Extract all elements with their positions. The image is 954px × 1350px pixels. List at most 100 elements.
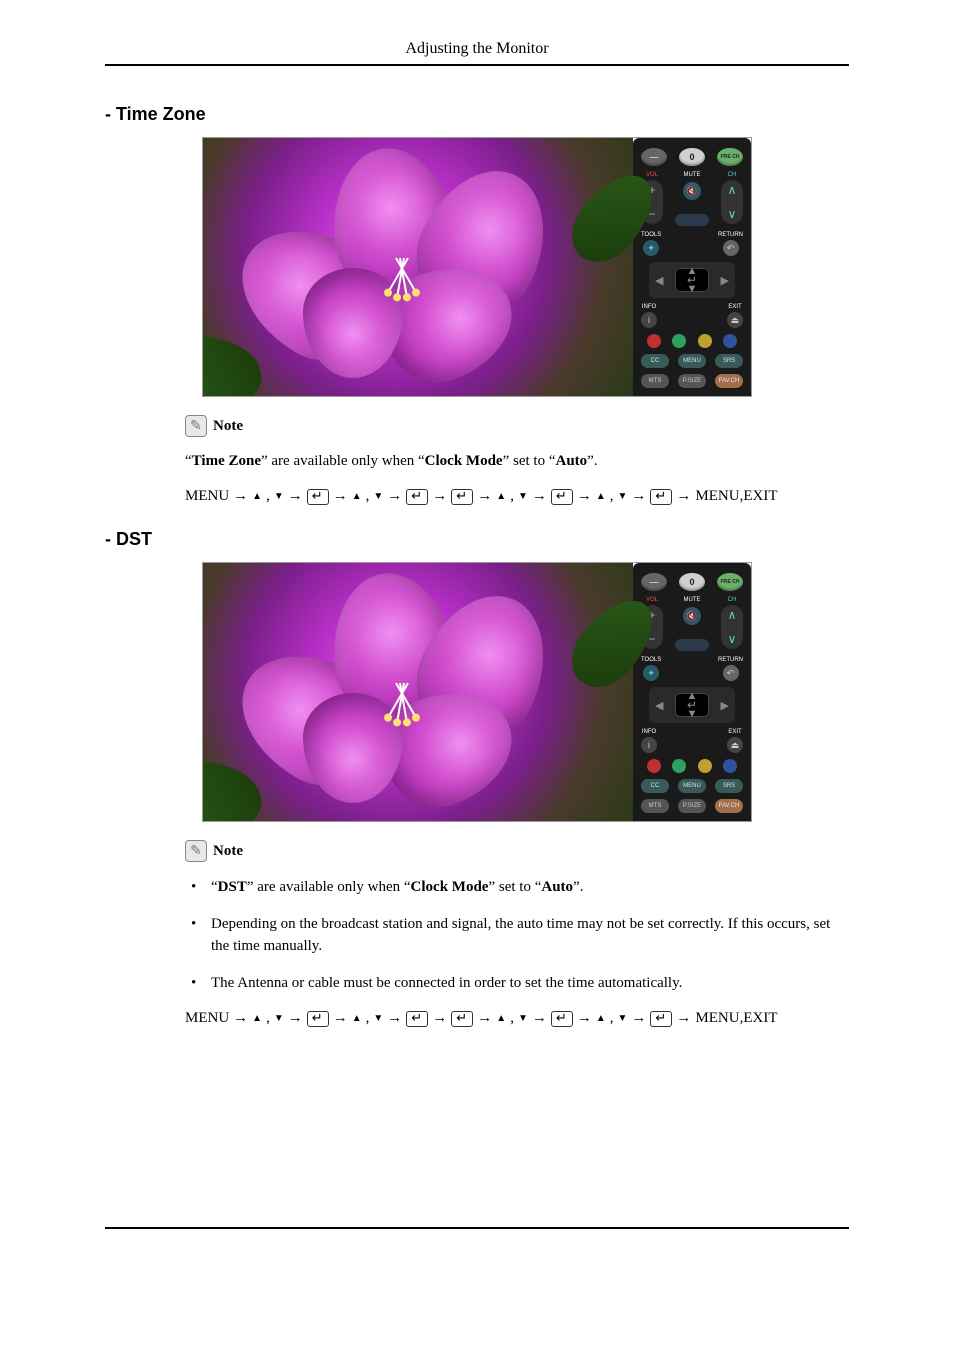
remote-yellow-button[interactable] [698,334,712,348]
stamens-graphic [383,683,423,723]
remote-slim-button[interactable] [675,639,709,651]
remote-dash-button[interactable]: — [641,148,667,166]
arrow-icon: → [387,1010,402,1027]
remote-mts-button[interactable]: MTS [641,374,669,388]
list-item: “DST” are available only when “Clock Mod… [185,876,849,899]
page-header-title: Adjusting the Monitor [105,40,849,58]
remote-exit-button[interactable]: ⏏ [727,737,743,753]
remote-channel-rocker[interactable]: ∧∨ [721,180,743,224]
remote-info-button[interactable]: i [641,312,657,328]
remote-blue-button[interactable] [723,759,737,773]
remote-return-button[interactable]: ↶ [723,665,739,681]
dpad-up-icon: ▲ [687,265,698,277]
remote-exit-label: EXIT [728,729,741,735]
menu-path-dst: MENU → ▲, ▼ → → ▲, ▼ → → → ▲, ▼ → → ▲, ▼… [185,1010,849,1027]
remote-cc-button[interactable]: CC [641,779,669,793]
illustration-frame: — 0 PRE CH VOL +− MUTE 🔇 [202,562,752,822]
arrow-icon: → [233,1010,248,1027]
arrow-icon: → [577,1010,592,1027]
arrow-icon: → [333,1010,348,1027]
text-fragment: “ [211,879,218,895]
remote-tools-button[interactable]: ✦ [643,665,659,681]
flower-photo [203,138,633,396]
arrow-icon: → [432,1010,447,1027]
remote-slim-button[interactable] [675,214,709,226]
remote-mts-button[interactable]: MTS [641,799,669,813]
arrow-icon: → [631,1010,646,1027]
menu-text: MENU [185,1010,229,1027]
remote-mute-button[interactable]: 🔇 [683,182,701,200]
up-icon: ▲ [496,1013,506,1024]
remote-power-button[interactable]: 0 [679,573,705,591]
text-bold: Auto [541,879,573,895]
remote-power-button[interactable]: 0 [679,148,705,166]
remote-prech-button[interactable]: PRE CH [717,148,743,166]
remote-dash-button[interactable]: — [641,573,667,591]
comma: , [610,488,614,505]
up-icon: ▲ [596,1013,606,1024]
remote-menu-button[interactable]: MENU [678,354,706,368]
remote-info-button[interactable]: i [641,737,657,753]
menu-exit-text: MENU,EXIT [695,488,777,505]
remote-tools-label: TOOLS [641,657,661,663]
remote-srs-button[interactable]: SRS [715,779,743,793]
remote-dpad[interactable]: ▲ ▼ ◀ ▶ ↵ [649,262,735,298]
remote-channel-rocker[interactable]: ∧∨ [721,605,743,649]
down-icon: ▼ [373,1013,383,1024]
dpad-down-icon: ▼ [687,283,698,295]
arrow-icon: → [676,1010,691,1027]
remote-cc-button[interactable]: CC [641,354,669,368]
down-icon: ▼ [518,491,528,502]
menu-path-time-zone: MENU → ▲, ▼ → → ▲, ▼ → → → ▲, ▼ → → ▲, ▼… [185,488,849,505]
remote-green-button[interactable] [672,334,686,348]
text-fragment: “ [185,453,192,469]
remote-favch-button[interactable]: FAV.CH [715,374,743,388]
leaf-graphic [202,323,270,397]
arrow-icon: → [577,488,592,505]
illustration-time-zone: — 0 PRE CH VOL +− MUTE 🔇 [105,137,849,397]
dpad-left-icon: ◀ [655,274,663,287]
remote-red-button[interactable] [647,759,661,773]
text-bold: Time Zone [192,453,261,469]
remote-mute-button[interactable]: 🔇 [683,607,701,625]
comma: , [266,488,270,505]
remote-control: — 0 PRE CH VOL +− MUTE 🔇 [633,138,751,396]
text-bold: DST [218,879,247,895]
section-heading-dst: - DST [105,529,849,550]
remote-favch-button[interactable]: FAV.CH [715,799,743,813]
remote-ch-label: CH [728,172,737,178]
remote-tools-label: TOOLS [641,232,661,238]
down-icon: ▼ [618,491,628,502]
remote-psize-button[interactable]: P.SIZE [678,374,706,388]
remote-green-button[interactable] [672,759,686,773]
remote-prech-button[interactable]: PRE CH [717,573,743,591]
footer-rule [105,1227,849,1229]
remote-vol-label: VOL [646,172,658,178]
remote-tools-button[interactable]: ✦ [643,240,659,256]
arrow-icon: → [432,488,447,505]
arrow-icon: → [387,488,402,505]
remote-srs-button[interactable]: SRS [715,354,743,368]
comma: , [366,488,370,505]
remote-mute-label: MUTE [684,597,701,603]
remote-menu-button[interactable]: MENU [678,779,706,793]
illustration-frame: — 0 PRE CH VOL +− MUTE 🔇 [202,137,752,397]
menu-exit-text: MENU,EXIT [695,1010,777,1027]
arrow-icon: → [477,1010,492,1027]
remote-red-button[interactable] [647,334,661,348]
note-icon [185,415,207,437]
comma: , [510,488,514,505]
remote-return-button[interactable]: ↶ [723,240,739,256]
down-icon: ▼ [274,1013,284,1024]
remote-psize-button[interactable]: P.SIZE [678,799,706,813]
remote-exit-button[interactable]: ⏏ [727,312,743,328]
time-zone-note-text: “Time Zone” are available only when “Clo… [185,451,849,472]
enter-icon [307,489,329,505]
note-icon [185,840,207,862]
remote-blue-button[interactable] [723,334,737,348]
up-icon: ▲ [252,1013,262,1024]
down-icon: ▼ [373,491,383,502]
remote-dpad[interactable]: ▲ ▼ ◀ ▶ ↵ [649,687,735,723]
remote-return-label: RETURN [718,232,743,238]
remote-yellow-button[interactable] [698,759,712,773]
